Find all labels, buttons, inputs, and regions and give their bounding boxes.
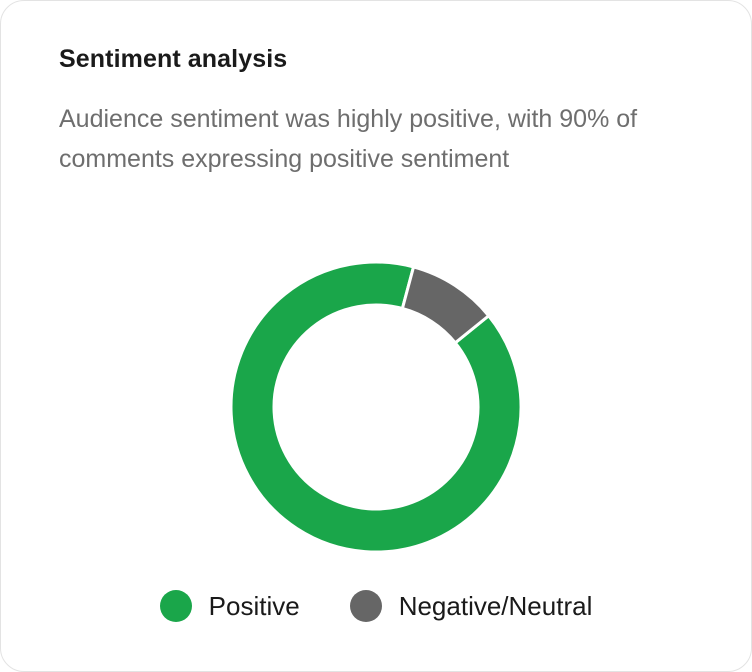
card-summary: Audience sentiment was highly positive, … <box>59 105 638 173</box>
donut-slice-negative-neutral <box>400 265 491 345</box>
legend-swatch-positive <box>159 590 192 622</box>
donut-slice-positive <box>229 260 523 554</box>
donut-slices <box>229 260 523 554</box>
legend-item-positive: Positive <box>159 590 300 622</box>
legend-item-negative-neutral: Negative/Neutral <box>349 590 593 622</box>
legend-swatch-negative-neutral <box>349 590 382 622</box>
legend-label-positive: Positive <box>208 590 300 621</box>
card-title: Sentiment analysis <box>59 45 288 73</box>
legend-label-negative-neutral: Negative/Neutral <box>398 590 593 621</box>
chart-legend: Positive Negative/Neutral <box>0 590 752 622</box>
